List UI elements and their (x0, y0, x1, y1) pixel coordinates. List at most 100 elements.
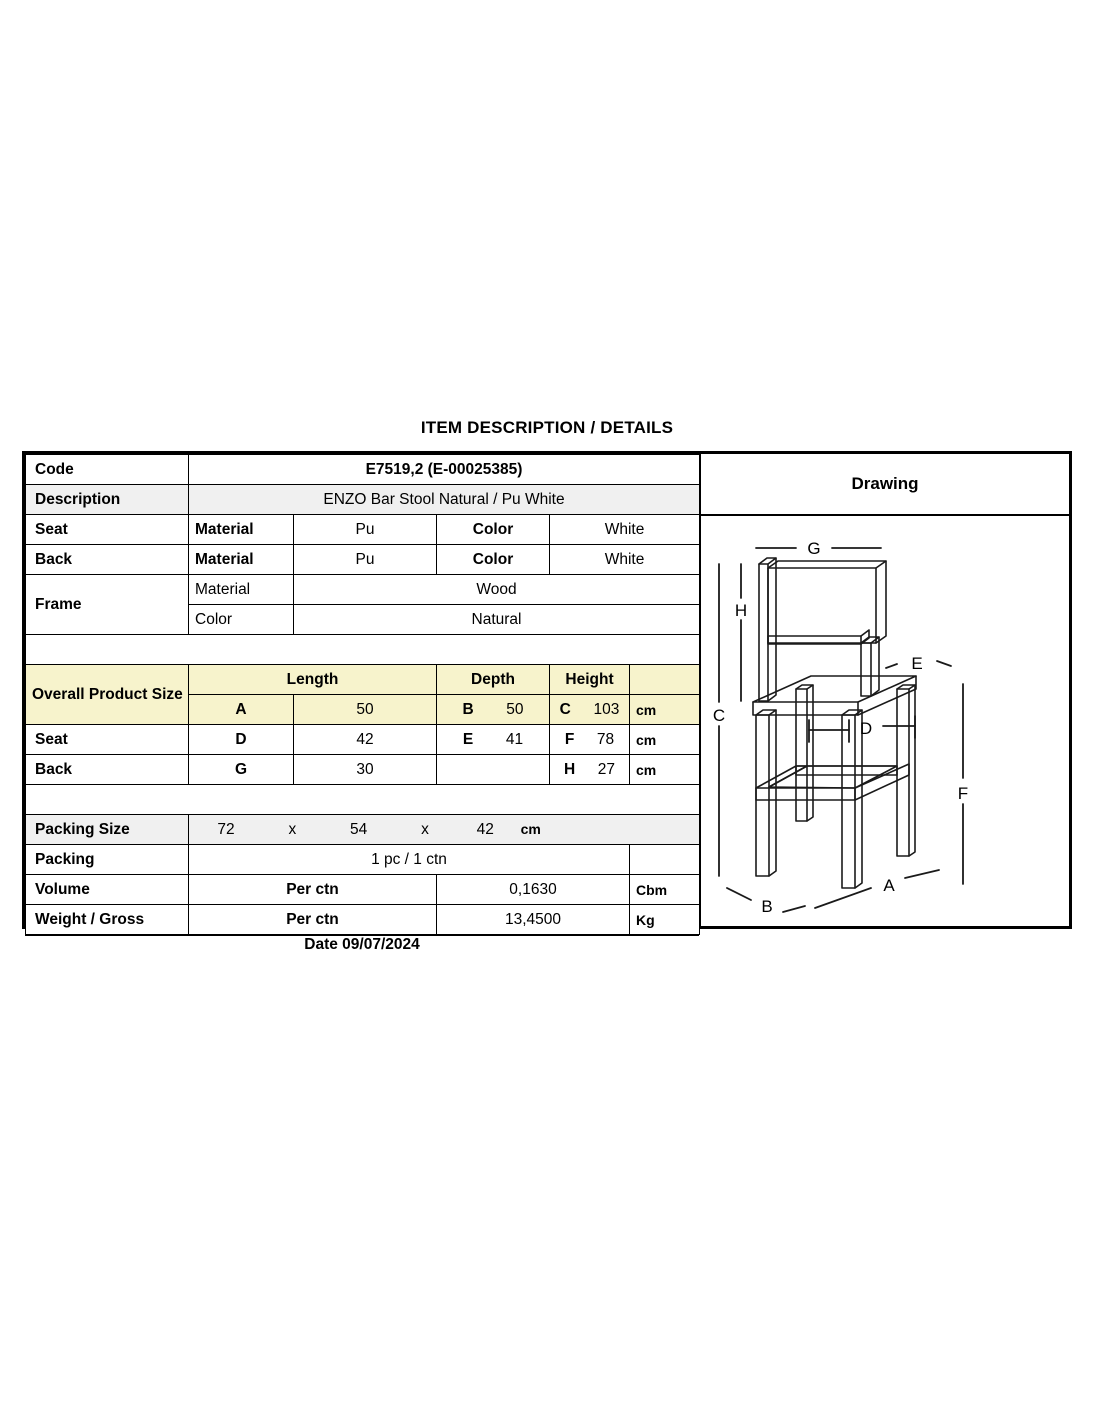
table-spacer-row-2 (25, 784, 700, 815)
seat-material-label: Material (188, 514, 294, 545)
column-header-unit (629, 664, 700, 695)
packing-size-value: 72 x 54 x 42 cm (188, 814, 700, 845)
overall-depth-key: B (462, 700, 474, 718)
back-size-label: Back (25, 754, 189, 785)
table-row-back-size: Back G 30 H 27 cm (25, 754, 700, 785)
weight-per-ctn: Per ctn (188, 904, 437, 935)
spacer-cell (25, 634, 700, 665)
packing-height: 42 (476, 820, 494, 838)
description-value: ENZO Bar Stool Natural / Pu White (188, 484, 700, 515)
frame-color-label: Color (188, 604, 294, 635)
packing-size-label: Packing Size (25, 814, 189, 845)
table-row-seat-size: Seat D 42 E 41 F 78 cm (25, 724, 700, 755)
date-row: Date 09/07/2024 (25, 935, 699, 954)
frame-row-label: Frame (25, 574, 189, 635)
code-value: E7519,2 (E-00025385) (188, 454, 700, 485)
frame-material-value: Wood (293, 574, 700, 605)
drawing-title: Drawing (701, 454, 1069, 516)
back-material-value: Pu (293, 544, 437, 575)
volume-value: 0,1630 (436, 874, 630, 905)
column-header-height: Height (549, 664, 630, 695)
table-row-packing-size: Packing Size 72 x 54 x 42 cm (25, 814, 700, 845)
seat-row-label: Seat (25, 514, 189, 545)
volume-label: Volume (25, 874, 189, 905)
weight-label: Weight / Gross (25, 904, 189, 935)
overall-height-key: C (559, 700, 571, 718)
seat-height-key: F (564, 730, 575, 748)
overall-height-cell: C 103 (549, 694, 630, 725)
seat-size-label: Seat (25, 724, 189, 755)
back-height-key: H (563, 760, 576, 778)
weight-unit: Kg (629, 904, 700, 935)
seat-depth-key: E (462, 730, 474, 748)
callout-f: F (958, 784, 968, 803)
column-header-depth: Depth (436, 664, 550, 695)
spacer-cell-2 (25, 784, 700, 815)
back-color-value: White (549, 544, 700, 575)
page-title: ITEM DESCRIPTION / DETAILS (420, 418, 674, 437)
back-length-value: 30 (293, 754, 437, 785)
table-row-frame-material: Frame Material Wood (25, 574, 700, 635)
table-row-weight: Weight / Gross Per ctn 13,4500 Kg (25, 904, 700, 935)
table-row-frame-color: Color Natural (26, 604, 700, 635)
volume-unit: Cbm (629, 874, 700, 905)
seat-color-label: Color (436, 514, 550, 545)
drawing-panel: Drawing (701, 454, 1069, 926)
seat-length-value: 42 (293, 724, 437, 755)
volume-per-ctn: Per ctn (188, 874, 437, 905)
overall-unit: cm (629, 694, 700, 725)
weight-value: 13,4500 (436, 904, 630, 935)
packing-sep-2: x (421, 820, 429, 838)
callout-c: C (713, 706, 725, 725)
frame-material-label: Material (188, 574, 294, 605)
overall-product-size-label: Overall Product Size (25, 664, 189, 725)
table-row-description: Description ENZO Bar Stool Natural / Pu … (25, 484, 700, 515)
column-header-length: Length (188, 664, 437, 695)
back-color-label: Color (436, 544, 550, 575)
table-row-back-material: Back Material Pu Color White (25, 544, 700, 575)
table-spacer-row-1 (25, 634, 700, 665)
specification-table: Code E7519,2 (E-00025385) Description EN… (25, 454, 700, 935)
packing-unit-cell (629, 844, 700, 875)
callout-b: B (761, 897, 772, 916)
callout-d: D (860, 719, 872, 738)
overall-length-value: 50 (293, 694, 437, 725)
frame-color-value: Natural (293, 604, 700, 635)
seat-depth-value: 41 (505, 730, 524, 748)
table-row-packing: Packing 1 pc / 1 ctn (25, 844, 700, 875)
table-row-overall-size: A 50 B 50 C 103 cm (26, 694, 700, 725)
packing-size-unit: cm (520, 820, 541, 837)
seat-color-value: White (549, 514, 700, 545)
back-unit: cm (629, 754, 700, 785)
callout-e: E (911, 654, 922, 673)
code-label: Code (25, 454, 189, 485)
back-row-label: Back (25, 544, 189, 575)
drawing-canvas: G H C E D F B A (701, 516, 1069, 926)
seat-depth-cell: E 41 (436, 724, 550, 755)
packing-width: 54 (350, 820, 368, 838)
back-height-value: 27 (597, 760, 616, 778)
seat-material-value: Pu (293, 514, 437, 545)
packing-length: 72 (217, 820, 235, 838)
overall-depth-cell: B 50 (436, 694, 550, 725)
description-label: Description (25, 484, 189, 515)
seat-height-value: 78 (596, 730, 615, 748)
specification-table-panel: Code E7519,2 (E-00025385) Description EN… (25, 454, 701, 953)
overall-depth-value: 50 (506, 700, 524, 718)
back-length-key: G (188, 754, 294, 785)
packing-sep-1: x (288, 820, 297, 838)
callout-a: A (883, 876, 895, 895)
table-row-dimension-headers: Overall Product Size Length Depth Height (25, 664, 700, 725)
callout-g: G (807, 539, 820, 558)
bar-stool-isometric-drawing: G H C E D F B A (713, 539, 968, 916)
back-depth-cell (436, 754, 550, 785)
callout-h: H (735, 601, 747, 620)
overall-height-value: 103 (593, 700, 620, 718)
seat-length-key: D (188, 724, 294, 755)
table-row-volume: Volume Per ctn 0,1630 Cbm (25, 874, 700, 905)
packing-label: Packing (25, 844, 189, 875)
back-height-cell: H 27 (549, 754, 630, 785)
packing-value: 1 pc / 1 ctn (188, 844, 630, 875)
table-row-code: Code E7519,2 (E-00025385) (25, 454, 700, 485)
